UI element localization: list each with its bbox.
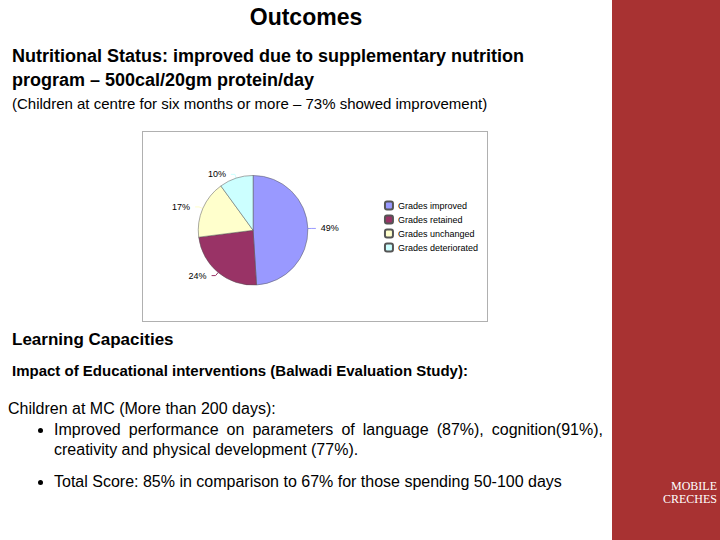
svg-text:Grades retained: Grades retained [398,215,463,225]
svg-text:10%: 10% [208,169,226,179]
html-text:Improved performance on parame: Improved performance on parameters of la… [54,421,603,458]
html-text:Total Score: 85% in comparison: Total Score: 85% in comparison to 67% fo… [54,473,562,490]
html-text:Outcomes: Outcomes [249,4,363,30]
html-text:(Children at centre for six mo: (Children at centre for six months or mo… [12,95,488,112]
html-text:Learning Capacities: Learning Capacities [12,330,174,349]
svg-text:Grades improved: Grades improved [398,201,467,211]
html-text:MOBILE CRECHES: MOBILE CRECHES [663,479,717,506]
html-text:Impact of Educational interven: Impact of Educational interventions (Bal… [12,362,468,379]
html-text:Children at MC (More than 200: Children at MC (More than 200 days): [8,400,276,417]
html-text:Nutritional Status: improved d: Nutritional Status: improved due to supp… [12,46,524,90]
svg-text:49%: 49% [321,223,339,233]
svg-text:24%: 24% [189,271,207,281]
svg-text:Grades unchanged: Grades unchanged [398,229,475,239]
svg-text:17%: 17% [172,202,190,212]
svg-text:Grades deteriorated: Grades deteriorated [398,243,478,253]
